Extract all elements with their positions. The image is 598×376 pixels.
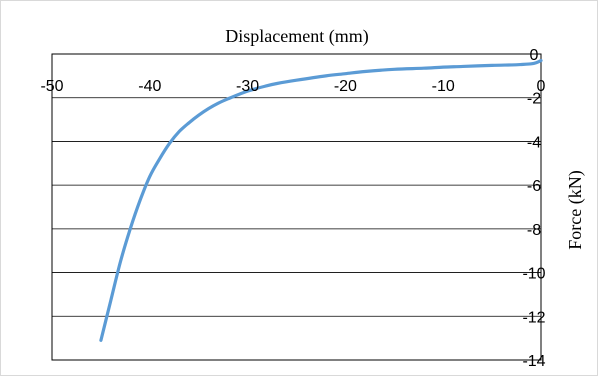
y-tick-label: -4 xyxy=(527,134,541,151)
x-tick-label: -50 xyxy=(40,78,63,95)
x-axis-tick-labels: -50 -40 -30 -20 -10 0 xyxy=(40,78,545,95)
y-tick-label: -14 xyxy=(522,353,545,370)
y-tick-label: -12 xyxy=(522,309,545,326)
y-tick-label: -2 xyxy=(527,91,541,108)
y-axis-tick-labels: 0-2-4-6-8-10-12-14 xyxy=(522,47,545,370)
series-line-0 xyxy=(99,58,543,342)
series-layer xyxy=(99,58,543,342)
y-tick-label: -6 xyxy=(527,178,541,195)
x-tick-label: -40 xyxy=(138,78,161,95)
x-tick-label: -20 xyxy=(334,78,357,95)
x-axis-title: Displacement (mm) xyxy=(225,26,368,47)
y-tick-label: -8 xyxy=(527,222,541,239)
y-axis-title: Force (kN) xyxy=(565,170,586,249)
x-tick-label: -30 xyxy=(236,78,259,95)
x-tick-label: -10 xyxy=(432,78,455,95)
y-tick-label: -10 xyxy=(522,266,545,283)
plot-area-border xyxy=(51,53,542,361)
gridlines xyxy=(52,53,541,361)
x-tick-label: 0 xyxy=(537,78,546,95)
y-tick-label: 0 xyxy=(530,47,539,64)
